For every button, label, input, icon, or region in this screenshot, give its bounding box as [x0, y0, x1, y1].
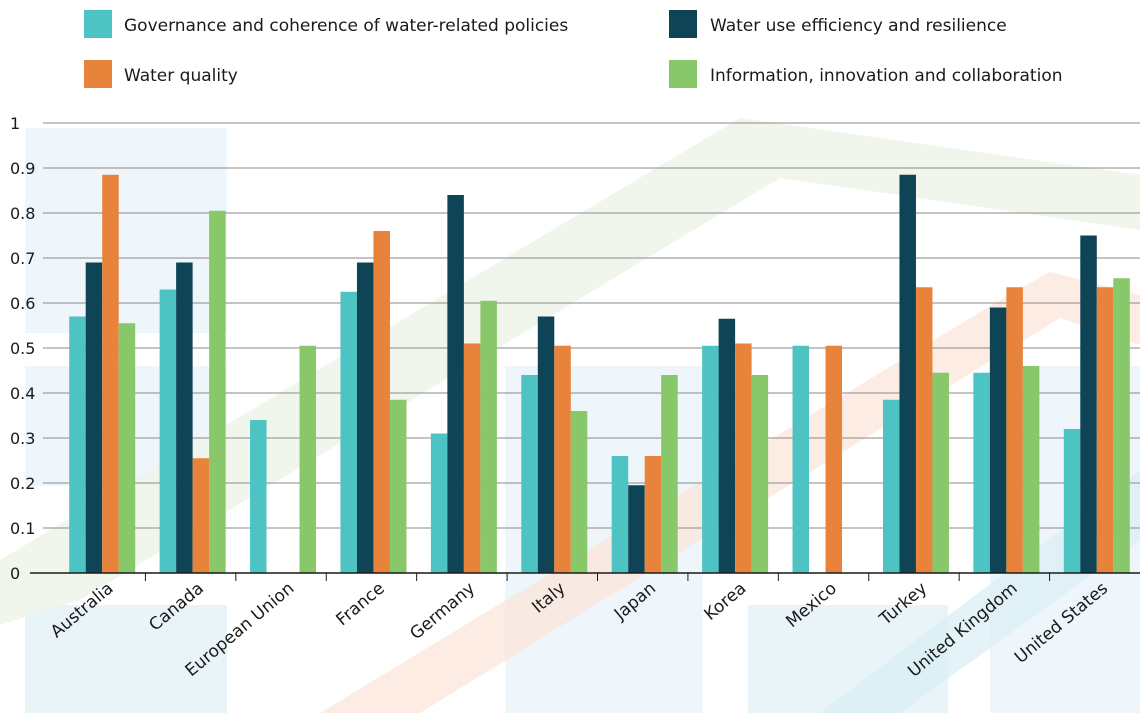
bar-information — [751, 375, 769, 573]
y-tick-label: 0.9 — [10, 159, 35, 178]
bar-information — [118, 323, 136, 573]
y-tick-label: 0.6 — [10, 294, 35, 313]
y-axis-tick-labels: 0 0.1 0.2 0.3 0.4 0.5 0.6 0.7 0.8 0.9 1 — [10, 114, 35, 583]
legend-label-information: Information, innovation and collaboratio… — [710, 66, 1063, 86]
bar-governance — [250, 420, 267, 573]
bar-information — [480, 300, 497, 573]
bar-information — [389, 399, 407, 573]
bar-quality — [192, 458, 210, 573]
bar-efficiency — [899, 174, 916, 573]
legend: Governance and coherence of water-relate… — [84, 10, 1063, 88]
legend-label-quality: Water quality — [124, 66, 238, 86]
bar-efficiency — [537, 316, 555, 573]
bar-information — [570, 411, 588, 573]
bar-quality — [735, 343, 752, 573]
bars — [69, 174, 1130, 573]
bar-governance — [973, 372, 990, 573]
bar-quality — [644, 456, 662, 573]
y-tick-label: 0.8 — [10, 204, 35, 223]
bar-information — [1113, 278, 1130, 573]
y-tick-label: 0.7 — [10, 249, 35, 268]
legend-swatch-information — [669, 60, 697, 88]
bar-governance — [792, 345, 810, 573]
legend-label-efficiency: Water use efficiency and resilience — [710, 16, 1007, 36]
bar-governance — [882, 399, 900, 573]
bar-efficiency — [85, 262, 103, 573]
y-tick-label: 1 — [10, 114, 20, 133]
bar-quality — [554, 345, 571, 573]
y-tick-label: 0.1 — [10, 519, 35, 538]
legend-label-governance: Governance and coherence of water-relate… — [124, 16, 568, 36]
bar-information — [661, 375, 678, 573]
bar-quality — [1096, 287, 1114, 573]
legend-item-efficiency: Water use efficiency and resilience — [669, 10, 1007, 38]
bar-governance — [702, 345, 719, 573]
legend-swatch-efficiency — [669, 10, 697, 38]
bar-quality — [463, 343, 481, 573]
bar-governance — [159, 289, 177, 573]
bar-quality — [825, 345, 843, 573]
bar-information — [299, 345, 317, 573]
legend-swatch-governance — [84, 10, 112, 38]
bar-governance — [521, 375, 538, 573]
bar-efficiency — [628, 485, 645, 573]
bar-efficiency — [447, 195, 464, 573]
bar-governance — [340, 291, 357, 573]
gridlines — [43, 122, 1140, 529]
bar-efficiency — [989, 307, 1007, 573]
x-axis — [30, 572, 1140, 581]
bar-efficiency — [176, 262, 193, 573]
legend-item-information: Information, innovation and collaboratio… — [669, 60, 1063, 88]
bar-information — [932, 372, 949, 573]
legend-item-governance: Governance and coherence of water-relate… — [84, 10, 568, 38]
x-category-label: Korea — [701, 579, 751, 625]
bar-efficiency — [356, 262, 374, 573]
bar-efficiency — [718, 318, 736, 573]
y-tick-label: 0 — [10, 564, 20, 583]
bar-governance — [69, 316, 86, 573]
legend-swatch-quality — [84, 60, 112, 88]
x-category-label: France — [333, 579, 389, 631]
y-tick-label: 0.2 — [10, 474, 35, 493]
bar-quality — [1006, 287, 1023, 573]
y-tick-label: 0.3 — [10, 429, 35, 448]
legend-item-quality: Water quality — [84, 60, 238, 88]
bar-information — [1022, 366, 1040, 573]
bar-governance — [1063, 429, 1081, 573]
bar-governance — [611, 456, 629, 573]
bar-information — [209, 210, 226, 573]
y-tick-label: 0.4 — [10, 384, 35, 403]
bar-quality — [915, 287, 933, 573]
bar-quality — [373, 231, 390, 573]
bar-governance — [430, 433, 448, 573]
y-tick-label: 0.5 — [10, 339, 35, 358]
bar-efficiency — [1080, 235, 1097, 573]
bar-quality — [102, 174, 119, 573]
